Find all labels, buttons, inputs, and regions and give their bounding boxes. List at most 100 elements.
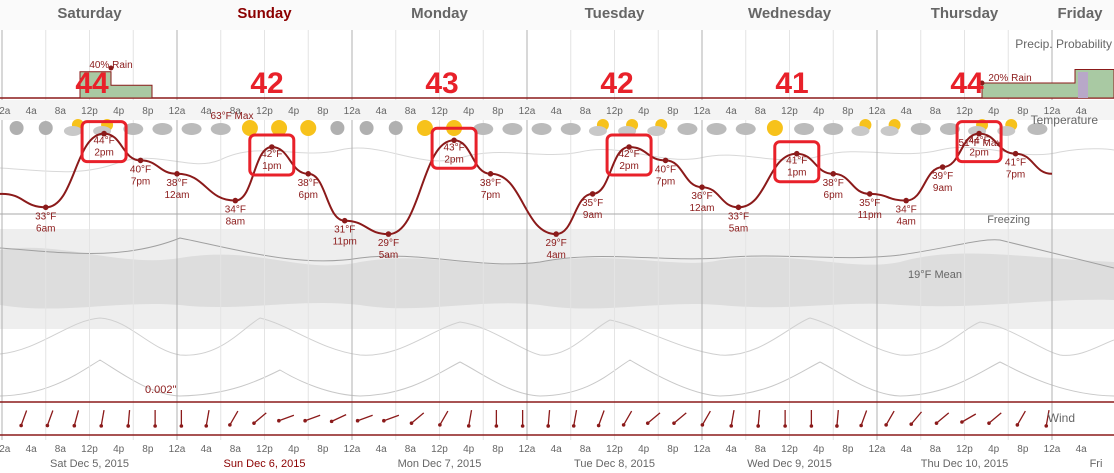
wind-arrow-icon [100, 410, 105, 426]
temp-point-label: 34°F [896, 205, 917, 216]
temp-max-envelope [0, 146, 1114, 173]
hour-tick-label: 4p [463, 106, 475, 117]
hour-tick-label: 12a [519, 106, 536, 117]
temp-point-time: 6pm [299, 190, 318, 201]
precip-label: 40% Rain [89, 60, 132, 71]
bottom-hour-label: 8p [667, 444, 679, 455]
temp-point-label: 33°F [35, 211, 56, 222]
hour-tick-label: 4p [113, 106, 125, 117]
hour-tick-label: 4p [638, 106, 650, 117]
bottom-hour-label: 12a [0, 444, 11, 455]
hour-tick-label: 12a [169, 106, 186, 117]
temperature-point [174, 171, 180, 177]
temperature-point [699, 184, 705, 190]
sun-icon [300, 120, 317, 136]
hour-tick-label: 8a [930, 106, 942, 117]
wind-arrow-head [546, 424, 550, 428]
temp-point-label: 41°F [1005, 158, 1026, 169]
bottom-hour-label: 8a [930, 444, 942, 455]
wind-arrow-head [934, 421, 939, 425]
cloud-icon [152, 123, 173, 135]
bottom-hour-label: 8a [55, 444, 67, 455]
temp-point-label: 38°F [298, 178, 319, 189]
hour-tick-label: 12p [956, 106, 973, 117]
precip-label: 20% Rain [988, 73, 1031, 84]
wind-arrow-icon [127, 409, 131, 427]
wind-arrow-head [153, 424, 157, 428]
wind-arrow-head [494, 424, 499, 428]
wind-arrow-head [228, 423, 232, 427]
temp-point-time: 9am [933, 183, 952, 194]
wind-arrow-icon [961, 413, 977, 423]
wind-arrow-head [382, 418, 386, 423]
wind-arrow-icon [598, 410, 605, 426]
sun-icon [241, 120, 258, 136]
temperature-point [939, 164, 946, 170]
wind-arrow-icon [383, 414, 400, 422]
temperature-point [385, 231, 392, 237]
hour-tick-label: 12p [256, 106, 273, 117]
max-temp-label: 63°F Max [211, 111, 254, 122]
wind-arrow-head [960, 420, 964, 424]
hour-tick-label: 8p [317, 106, 329, 117]
temp-point-label: 38°F [166, 178, 187, 189]
wind-arrow-head [645, 421, 650, 425]
wind-arrow-head [809, 424, 814, 428]
precip-probability-title: Precip. Probability [1015, 37, 1112, 51]
temperature-point [1012, 150, 1019, 157]
hour-tick-label: 4a [376, 106, 388, 117]
temp-point-time: 12am [689, 203, 714, 214]
bottom-hour-label: 12p [431, 444, 448, 455]
temp-point-time: 5am [729, 223, 748, 234]
daily-high-big-number: 42 [600, 67, 633, 100]
temp-point-time: 8am [226, 217, 245, 228]
hour-tick-label: 4a [901, 106, 913, 117]
mean-label: 19°F Mean [908, 269, 962, 281]
temp-point-time: 1pm [787, 168, 806, 179]
bottom-hour-label: 12p [256, 444, 273, 455]
temp-point-time: 6am [36, 223, 55, 234]
temperature-point [232, 197, 239, 204]
cloud-icon [851, 126, 870, 136]
hour-tick-label: 12a [0, 106, 11, 117]
wind-arrow-head [72, 423, 77, 428]
daily-high-big-number: 42 [250, 67, 283, 100]
cloud-icon [706, 123, 727, 135]
wind-arrow-head [783, 424, 787, 428]
hour-tick-label: 12a [344, 106, 361, 117]
moon-icon [388, 121, 403, 135]
temp-point-label: 44°F [93, 136, 114, 147]
wind-arrow-head [672, 421, 676, 425]
highlight-box [605, 133, 653, 177]
wind-arrow-icon [205, 410, 210, 426]
day-header-label: Monday [411, 5, 468, 22]
hour-tick-label: 12a [694, 106, 711, 117]
cloud-icon [939, 123, 960, 135]
temperature-point [305, 171, 312, 177]
cloud-icon [677, 123, 698, 135]
wind-arrow-icon [468, 410, 473, 426]
sun-icon [416, 120, 433, 136]
wind-arrow-icon [988, 412, 1002, 424]
bottom-hour-label: 8p [1017, 444, 1029, 455]
precip-amount-label: 0.002" [145, 384, 177, 396]
temp-point-time: 4am [896, 217, 915, 228]
bottom-hour-label: 4p [463, 444, 475, 455]
bottom-date-label: Fri [1090, 458, 1103, 470]
cloud-icon [1027, 123, 1048, 135]
day-header-label: Tuesday [585, 5, 645, 22]
temp-point-time: 2pm [969, 148, 988, 159]
wind-arrow-head [884, 423, 888, 427]
wind-title: Wind [1048, 411, 1075, 425]
hour-tick-label: 4a [26, 106, 38, 117]
temp-inner-band [0, 247, 1114, 309]
precip-point [108, 65, 114, 71]
hour-tick-label: 4p [813, 106, 825, 117]
wind-arrow-head [126, 424, 130, 428]
bottom-hour-label: 12a [344, 444, 361, 455]
bottom-hour-label: 4p [638, 444, 650, 455]
temp-point-time: 2pm [619, 161, 638, 172]
highlight-box [430, 126, 478, 170]
wind-arrow-icon [20, 410, 28, 426]
wind-arrow-icon [885, 410, 895, 426]
